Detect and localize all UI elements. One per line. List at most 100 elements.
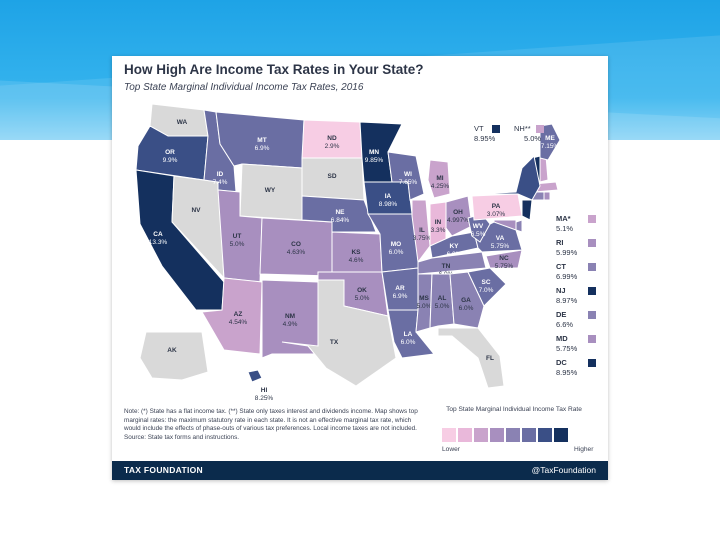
ne-row-ct: CT 6.99% [552, 262, 602, 286]
state-rate-mt: 6.9% [255, 145, 270, 152]
state-sc [467, 267, 507, 307]
state-pa [471, 193, 523, 221]
state-me [539, 123, 561, 161]
map-notes: Note: (*) State has a flat income tax. (… [124, 408, 424, 442]
vt-abbr: VT [474, 124, 484, 133]
state-label-wv: WV [473, 223, 484, 230]
state-rate-oh: 4.997% [447, 217, 469, 224]
state-rate-ut: 5.0% [230, 241, 245, 248]
ne-swatch-md [588, 335, 596, 343]
state-rate-ky: 6.0% [447, 251, 462, 258]
map-title: How High Are Income Tax Rates in Your St… [124, 62, 424, 77]
state-label-id: ID [217, 171, 224, 178]
state-label-ks: KS [351, 249, 361, 256]
legend-swatch-7 [538, 428, 552, 442]
footer-brand: TAX FOUNDATION [124, 465, 203, 475]
footer-handle[interactable]: @TaxFoundation [531, 465, 596, 475]
ne-row-ri: RI 5.99% [552, 238, 602, 262]
state-label-mt: MT [257, 137, 266, 144]
legend-high-label: Higher [574, 446, 594, 453]
state-label-wi: WI [404, 171, 412, 178]
legend-swatch-4 [490, 428, 504, 442]
ne-abbr-dc: DC [556, 358, 567, 367]
state-label-nv: NV [191, 207, 201, 214]
state-oh [445, 195, 473, 237]
ne-abbr-ct: CT [556, 262, 566, 271]
legend-swatch-1 [442, 428, 456, 442]
ne-swatch-ri [588, 239, 596, 247]
state-label-ga: GA [461, 297, 471, 304]
ne-rate-de: 6.6% [556, 320, 574, 329]
state-label-wa: WA [177, 119, 188, 126]
legend-low-label: Lower [442, 446, 460, 453]
state-label-nc: NC [499, 255, 509, 262]
legend-swatch-2 [458, 428, 472, 442]
legend-title: Top State Marginal Individual Income Tax… [446, 406, 582, 413]
ne-swatch-nj [588, 287, 596, 295]
state-rate-az: 4.54% [229, 319, 248, 326]
state-label-la: LA [404, 331, 413, 338]
state-rate-va: 5.75% [491, 243, 510, 250]
ne-abbr-ma: MA* [556, 214, 571, 223]
state-rate-ok: 5.0% [355, 295, 370, 302]
state-rate-nm: 4.9% [283, 321, 298, 328]
state-rate-ar: 6.9% [393, 293, 408, 300]
state-label-ak: AK [167, 347, 177, 354]
state-rate-mn: 9.85% [365, 157, 384, 164]
ne-rate-md: 5.75% [556, 344, 578, 353]
state-label-ms: MS [419, 295, 429, 302]
ne-row-ma: MA* 5.1% [552, 214, 602, 238]
state-al [429, 273, 455, 329]
state-ri [543, 191, 551, 201]
state-label-pa: PA [492, 203, 501, 210]
state-label-il: IL [419, 227, 425, 234]
legend-swatch-6 [522, 428, 536, 442]
state-label-mi: MI [436, 175, 443, 182]
vt-swatch [492, 125, 500, 133]
state-label-mo: MO [391, 241, 401, 248]
state-nc [485, 249, 523, 269]
state-label-ny: NY [503, 177, 513, 184]
state-label-tx: TX [330, 339, 339, 346]
ne-row-nj: NJ 8.97% [552, 286, 602, 310]
state-rate-mo: 6.0% [389, 249, 404, 256]
state-tn [417, 251, 487, 275]
ne-abbr-de: DE [556, 310, 567, 319]
state-label-ok: OK [357, 287, 367, 294]
ne-abbr-nj: NJ [556, 286, 566, 295]
state-ga [449, 271, 485, 329]
state-wi [387, 151, 425, 201]
state-label-hi: HI [261, 387, 268, 394]
state-rate-ca: 13.3% [149, 239, 168, 246]
state-rate-ga: 6.0% [459, 305, 474, 312]
ne-swatch-de [588, 311, 596, 319]
state-rate-sc: 7.0% [479, 287, 494, 294]
state-label-ia: IA [385, 193, 392, 200]
state-rate-wv: 6.5% [471, 231, 486, 238]
state-il [411, 199, 431, 264]
map-subtitle: Top State Marginal Individual Income Tax… [124, 82, 364, 93]
legend-swatch-3 [474, 428, 488, 442]
state-ms [415, 273, 433, 333]
ne-row-de: DE 6.6% [552, 310, 602, 334]
legend-swatch-5 [506, 428, 520, 442]
state-label-tn: TN [442, 263, 451, 270]
state-rate-mi: 4.25% [431, 183, 450, 190]
state-ak [139, 331, 209, 381]
state-tx [281, 279, 397, 387]
state-label-sd: SD [327, 173, 336, 180]
state-label-ky: KY [449, 243, 459, 250]
state-rate-ms: 5.0% [417, 303, 432, 310]
state-label-wy: WY [265, 187, 276, 194]
state-label-az: AZ [234, 311, 243, 318]
state-label-me: ME [545, 135, 555, 142]
state-rate-hi: 8.25% [255, 395, 274, 401]
state-rate-ks: 4.6% [349, 257, 364, 264]
state-label-sc: SC [481, 279, 490, 286]
state-label-fl: FL [486, 355, 494, 362]
state-rate-me: 7.15% [541, 143, 560, 150]
ne-abbr-md: MD [556, 334, 568, 343]
ne-rate-nj: 8.97% [556, 296, 578, 305]
ne-swatch-dc [588, 359, 596, 367]
